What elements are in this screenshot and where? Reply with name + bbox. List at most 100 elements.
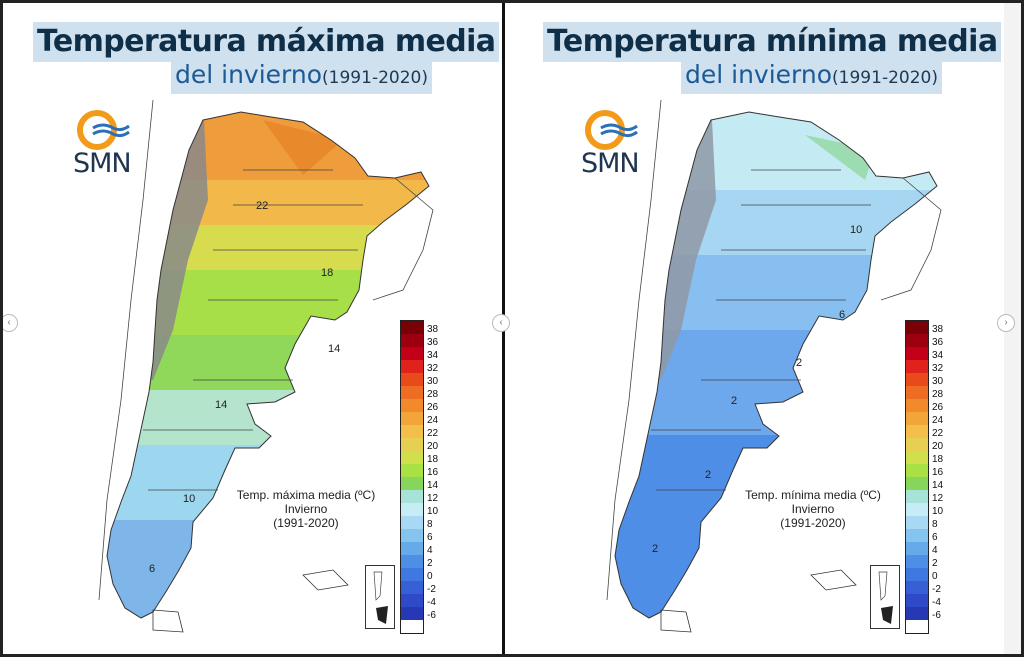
legend-tick-label: 30 [932,376,944,387]
legend-tick-label: 28 [427,389,439,400]
carousel-next-button[interactable]: › [997,314,1015,332]
legend-swatch [906,373,928,386]
legend-tick-label: 10 [427,506,439,517]
subtitle-years: (1991-2020) [322,68,428,88]
legend-tick-label: 20 [427,441,439,452]
legend-swatch [906,464,928,477]
contour-label: 2 [796,357,802,369]
panel-max-temp: 22 18 14 14 10 6 Temperatura máxima medi… [0,0,505,657]
legend-tick-label: 0 [932,571,938,582]
legend-swatch [401,360,423,373]
legend-swatch [906,334,928,347]
legend-swatch [401,373,423,386]
map-caption: Temp. mínima media (ºC) Invierno (1991-2… [733,488,893,530]
contour-label: 14 [328,343,340,355]
legend-swatch [906,425,928,438]
inset-map [878,571,893,624]
contour-label: 2 [652,543,658,555]
legend-tick-label: 14 [427,480,439,491]
legend-tick-label: 28 [932,389,944,400]
subtitle-text: del invierno [175,60,323,89]
chevron-left-icon: ‹ [499,317,503,328]
legend-swatch [906,581,928,594]
legend-tick-label: 32 [427,363,439,374]
map-subtitle: del invierno(1991-2020) [171,59,432,94]
legend-swatch [401,607,423,620]
legend-tick-label: 36 [427,337,439,348]
legend-swatch [906,477,928,490]
legend-swatch [906,438,928,451]
legend-tick-label: 26 [932,402,944,413]
legend-swatch [401,464,423,477]
caption-line: (1991-2020) [273,516,339,530]
legend-tick-label: 8 [932,519,938,530]
legend-tick-label: -4 [427,597,436,608]
map-title: Temperatura máxima media [33,22,500,62]
legend-swatch [401,386,423,399]
subtitle-text: del invierno [685,60,833,89]
panel-min-temp: 10 6 2 2 2 2 Temperatura mínima media de… [492,0,1015,657]
legend-swatch [401,451,423,464]
color-legend [905,320,929,634]
contour-label: 2 [705,469,711,481]
legend-swatch [906,607,928,620]
caption-line: (1991-2020) [780,516,846,530]
legend-swatch [401,399,423,412]
legend-swatch [401,542,423,555]
smn-sun-waves-icon [585,110,638,150]
legend-swatch [401,516,423,529]
chevron-right-icon: › [1004,317,1008,328]
legend-tick-label: 16 [932,467,944,478]
legend-tick-label: 36 [932,337,944,348]
smn-logo: SMN [579,108,640,179]
legend-tick-label: 14 [932,480,944,491]
chevron-left-icon: ‹ [7,317,11,328]
legend-tick-label: 6 [932,532,938,543]
legend-swatch [906,542,928,555]
legend-swatch [401,347,423,360]
legend-swatch [401,568,423,581]
smn-logo: SMN [71,108,132,179]
contour-label: 14 [215,399,227,411]
legend-labels: 38 36 34 32 30 28 26 24 22 20 18 16 14 12 10 8 6 4 2 0 -2 -4-… [427,323,438,622]
map-subtitle: del invierno(1991-2020) [681,59,942,94]
legend-tick-label: 6 [427,532,433,543]
legend-tick-label: 2 [932,558,938,569]
legend-swatch [401,503,423,516]
caption-line: Temp. máxima media (ºC) [236,488,376,502]
legend-tick-label: 26 [427,402,439,413]
carousel-mid-button[interactable]: ‹ [492,314,510,332]
legend-tick-label: 34 [932,350,944,361]
legend-tick-label: 4 [427,545,433,556]
legend-tick-label: 12 [427,493,439,504]
contour-label: 10 [183,493,195,505]
legend-tick-label: 10 [932,506,944,517]
legend-tick-label: 32 [932,363,944,374]
legend-swatch [906,568,928,581]
legend-tick-label: -6 [427,610,436,621]
argentina-map-max: 22 18 14 14 10 6 [98,99,434,633]
caption-line: Invierno [284,502,328,516]
antarctica-inset [870,565,900,629]
argentina-map-min: 10 6 2 2 2 2 [606,99,942,633]
legend-tick-label: 38 [932,324,944,335]
legend-swatch [906,321,928,334]
legend-swatch [401,477,423,490]
contour-label: 22 [256,200,268,212]
legend-tick-label: -2 [932,584,941,595]
carousel-prev-button[interactable]: ‹ [0,314,18,332]
legend-labels: 38 36 34 32 30 28 26 24 22 20 18 16 14 12 10 8 6 4 2 0 -2 -4-… [932,323,943,622]
legend-swatch [401,425,423,438]
logo-text: SMN [73,148,132,179]
contour-label: 6 [839,309,845,321]
legend-swatch [906,490,928,503]
logo-text: SMN [581,148,640,179]
smn-sun-waves-icon [77,110,130,150]
contour-label: 10 [850,224,862,236]
legend-swatch [401,490,423,503]
contour-label: 2 [731,395,737,407]
legend-swatch [906,503,928,516]
legend-cells [906,321,928,620]
legend-tick-label: 4 [932,545,938,556]
legend-swatch [401,334,423,347]
